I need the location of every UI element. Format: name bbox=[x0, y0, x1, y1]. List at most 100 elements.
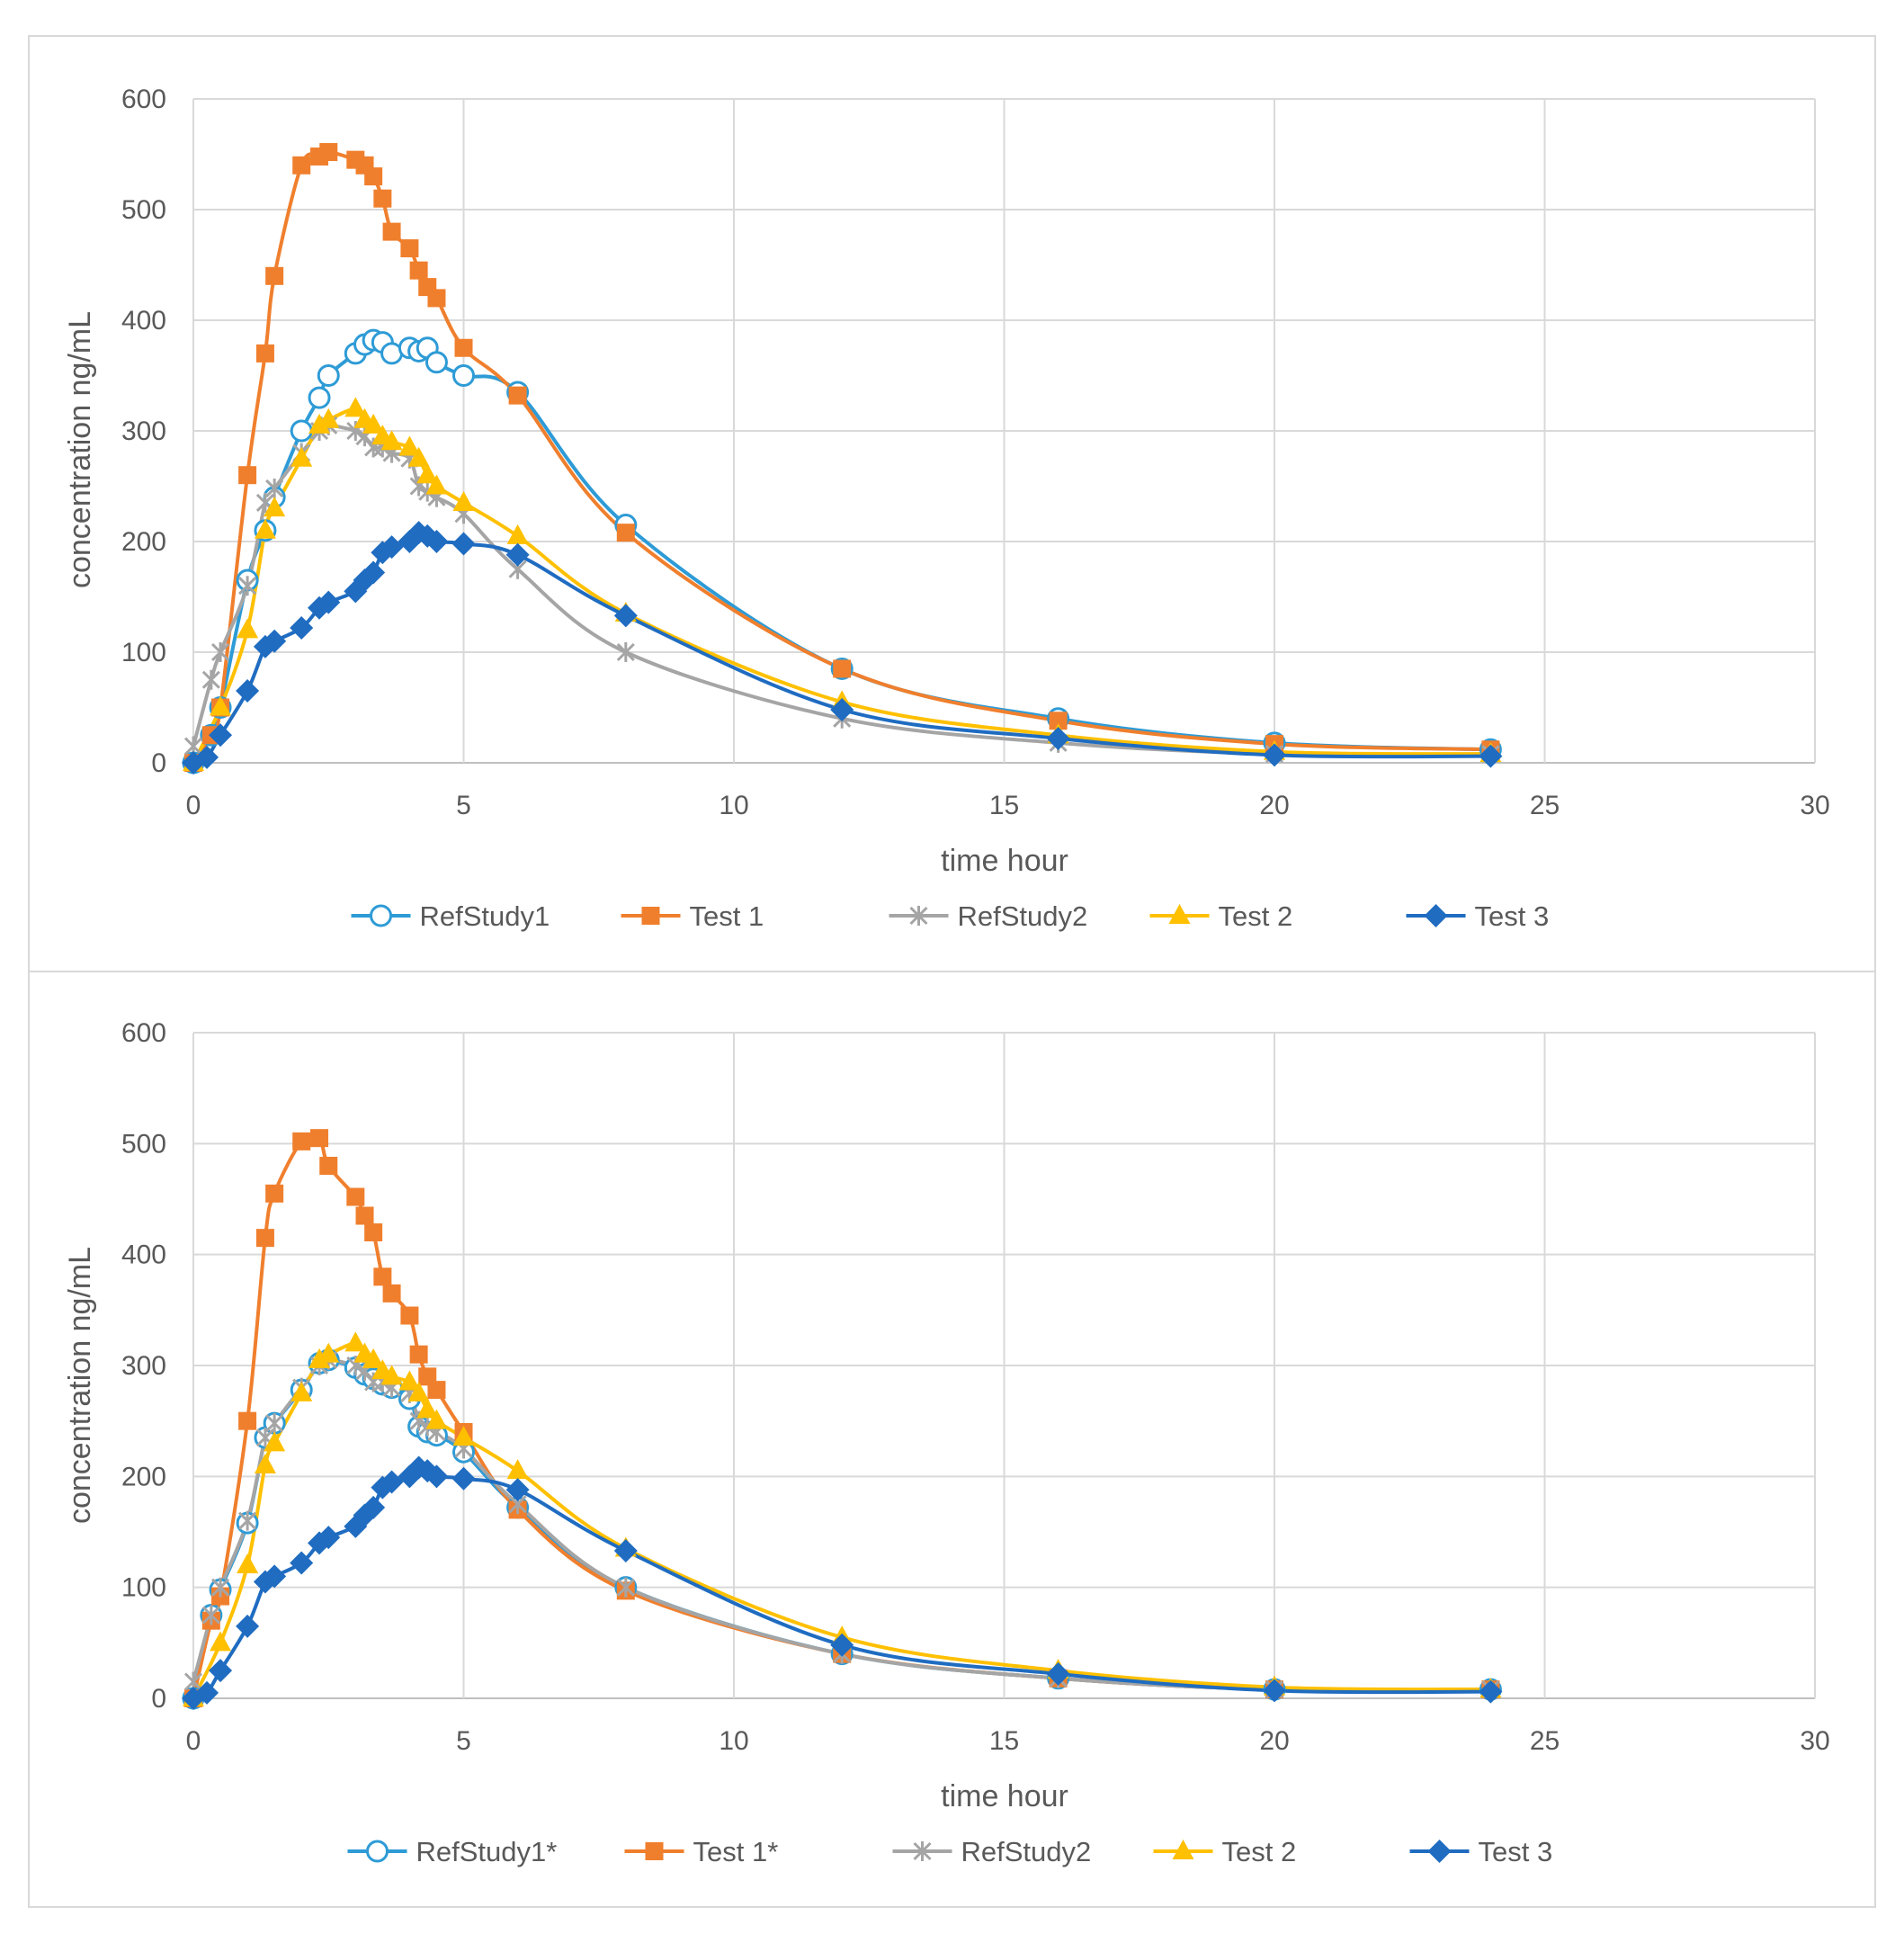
data-point bbox=[238, 466, 257, 485]
x-tick-labels-2: 0 5 10 15 20 25 30 bbox=[186, 1726, 1830, 1756]
legend-label: RefStudy1* bbox=[416, 1836, 558, 1867]
data-point bbox=[238, 1411, 257, 1430]
data-point bbox=[317, 1526, 341, 1550]
y-tick-label: 300 bbox=[121, 1351, 166, 1381]
data-point bbox=[506, 1459, 529, 1480]
legend-item-test-3: Test 3 bbox=[1409, 1836, 1553, 1867]
x-tick-label: 30 bbox=[1800, 791, 1829, 820]
series-markers-test-3 bbox=[182, 521, 1503, 774]
data-point bbox=[292, 1132, 311, 1151]
x-tick-label: 10 bbox=[719, 1726, 748, 1756]
chart-panel-2: 0 5 10 15 20 25 30 0 100 200 300 400 500 600 time ho… bbox=[28, 971, 1876, 1908]
y-tick-label: 400 bbox=[121, 306, 166, 336]
series-markers-1 bbox=[182, 143, 1503, 774]
legend-label: Test 3 bbox=[1479, 1836, 1553, 1867]
data-point bbox=[362, 1348, 385, 1368]
x-tick-label: 5 bbox=[456, 1726, 471, 1756]
data-point bbox=[425, 1409, 448, 1429]
data-point bbox=[209, 1659, 233, 1683]
data-point bbox=[407, 446, 430, 467]
chart-frame-1 bbox=[28, 35, 1876, 972]
legend-marker bbox=[645, 1842, 664, 1860]
data-point bbox=[362, 413, 385, 434]
data-point bbox=[380, 535, 404, 560]
data-point bbox=[425, 351, 448, 374]
data-point bbox=[308, 413, 331, 434]
x-tick-label: 20 bbox=[1259, 1726, 1289, 1756]
legend-label: Test 2 bbox=[1219, 900, 1293, 932]
data-point bbox=[1263, 1679, 1286, 1703]
data-point bbox=[382, 1284, 401, 1303]
y-tick-labels-1: 0 100 200 300 400 500 600 bbox=[121, 85, 166, 778]
data-point bbox=[355, 1206, 374, 1225]
data-point bbox=[416, 463, 439, 484]
data-point bbox=[380, 430, 403, 451]
data-point bbox=[613, 1538, 638, 1562]
y-tick-label: 300 bbox=[121, 416, 166, 446]
legend-item-test-1: Test 1 bbox=[621, 900, 764, 932]
y-tick-label: 200 bbox=[121, 527, 166, 557]
data-point bbox=[265, 1184, 284, 1203]
legend-item-test-2: Test 2 bbox=[1153, 1836, 1297, 1867]
data-point bbox=[317, 590, 341, 614]
legend-marker bbox=[641, 907, 660, 925]
data-point bbox=[380, 1365, 403, 1385]
data-point bbox=[263, 629, 287, 653]
legend-label: Test 1* bbox=[693, 1836, 779, 1867]
y-tick-label: 100 bbox=[121, 638, 166, 667]
data-point bbox=[373, 1267, 392, 1286]
data-point bbox=[454, 338, 473, 357]
data-point bbox=[344, 397, 367, 417]
data-point bbox=[425, 1464, 449, 1489]
data-point bbox=[317, 1342, 340, 1363]
data-point bbox=[195, 1680, 219, 1705]
data-point bbox=[830, 697, 854, 721]
x-axis-title-2: time hour bbox=[941, 1779, 1068, 1813]
y-tick-label: 500 bbox=[121, 1129, 166, 1159]
data-point bbox=[263, 1564, 287, 1589]
data-point bbox=[255, 1229, 274, 1248]
data-point bbox=[1479, 744, 1503, 768]
data-point bbox=[254, 518, 276, 539]
data-point bbox=[201, 669, 220, 690]
data-point bbox=[290, 1551, 314, 1575]
legend-2: RefStudy1* Test 1* RefStudy2 Test 2 Test 3 bbox=[347, 1836, 1553, 1867]
data-point bbox=[452, 364, 475, 387]
legend-item-test-3: Test 3 bbox=[1406, 900, 1549, 932]
data-point bbox=[1049, 712, 1068, 730]
data-point bbox=[616, 524, 635, 542]
data-point bbox=[344, 1331, 367, 1352]
data-point bbox=[210, 1631, 232, 1652]
legend-marker bbox=[1172, 1840, 1194, 1859]
data-point bbox=[317, 364, 340, 387]
data-point bbox=[308, 386, 331, 409]
data-point bbox=[236, 1614, 260, 1638]
data-point bbox=[373, 189, 392, 208]
data-point bbox=[292, 156, 311, 175]
y-axis-title-1: concentration ng/mL bbox=[63, 311, 97, 588]
data-point bbox=[508, 386, 527, 405]
data-point bbox=[195, 745, 219, 769]
series-markers-2 bbox=[182, 1129, 1503, 1710]
data-point bbox=[616, 1577, 635, 1598]
data-point bbox=[317, 407, 340, 428]
x-tick-labels-1: 0 5 10 15 20 25 30 bbox=[186, 791, 1830, 820]
data-point bbox=[451, 1466, 476, 1491]
data-point bbox=[833, 659, 852, 678]
legend-item-refstudy1: RefStudy1 bbox=[351, 900, 550, 932]
data-point bbox=[1263, 743, 1286, 767]
data-point bbox=[254, 1454, 276, 1473]
data-point bbox=[210, 642, 230, 662]
y-tick-label: 200 bbox=[121, 1462, 166, 1491]
legend-label: Test 2 bbox=[1222, 1836, 1297, 1867]
data-point bbox=[427, 289, 446, 308]
data-point bbox=[209, 723, 233, 748]
data-point bbox=[264, 497, 286, 517]
data-point bbox=[290, 615, 314, 640]
legend-1: RefStudy1 Test 1 RefStudy2 Test 2 Test 3 bbox=[351, 900, 1549, 932]
data-point bbox=[451, 532, 476, 556]
data-point bbox=[362, 1495, 386, 1519]
data-point bbox=[380, 1470, 404, 1494]
data-point bbox=[398, 1370, 421, 1391]
